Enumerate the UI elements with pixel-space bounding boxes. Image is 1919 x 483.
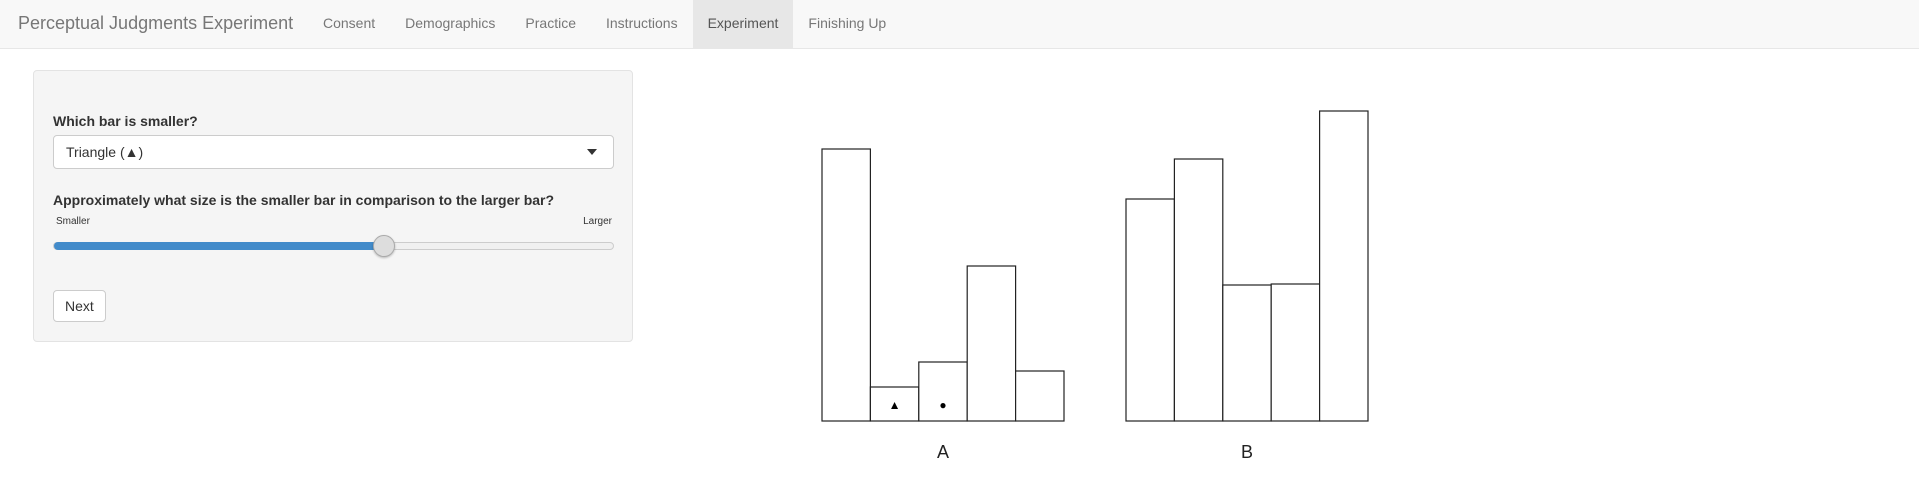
next-button[interactable]: Next <box>53 290 106 322</box>
question-panel: Which bar is smaller? Triangle (▲) Appro… <box>33 70 633 342</box>
bar-a-1 <box>821 148 872 422</box>
slider-max-label: Larger <box>583 216 612 227</box>
circle-marker-icon: ● <box>939 398 946 412</box>
bar-b-5 <box>1319 110 1369 422</box>
smaller-bar-select[interactable]: Triangle (▲) <box>53 135 614 169</box>
tab-practice[interactable]: Practice <box>525 15 576 31</box>
bar-b-1 <box>1125 198 1176 422</box>
size-ratio-slider[interactable] <box>53 235 614 257</box>
bar-a-3 <box>918 361 968 422</box>
tab-experiment[interactable]: Experiment <box>692 0 794 49</box>
bar-b-3 <box>1222 284 1272 422</box>
nav-tabs: Consent Demographics Practice Instructio… <box>308 0 901 49</box>
navbar: Perceptual Judgments Experiment Consent … <box>0 0 1919 49</box>
tab-finishing-up[interactable]: Finishing Up <box>808 15 887 31</box>
bar-b-4 <box>1270 283 1321 422</box>
bar-a-2 <box>869 386 920 422</box>
group-label-b: B <box>1241 442 1253 462</box>
navbar-brand[interactable]: Perceptual Judgments Experiment <box>18 13 294 33</box>
bar-b-2 <box>1173 158 1224 422</box>
tab-instructions[interactable]: Instructions <box>606 15 678 31</box>
smaller-bar-question: Which bar is smaller? <box>53 113 198 129</box>
caret-down-icon <box>587 149 597 155</box>
size-ratio-question: Approximately what size is the smaller b… <box>53 192 555 208</box>
bar-a-5 <box>1015 370 1065 422</box>
bar-chart-figure: ▲ ● A B <box>815 95 1395 478</box>
group-label-a: A <box>937 442 949 462</box>
triangle-marker-icon: ▲ <box>889 398 901 412</box>
slider-handle[interactable] <box>372 235 395 257</box>
select-value: Triangle (▲) <box>66 144 144 160</box>
slider-fill <box>54 242 384 250</box>
bar-chart: ▲ ● A B <box>821 110 1369 462</box>
tab-consent[interactable]: Consent <box>323 15 376 31</box>
tab-demographics[interactable]: Demographics <box>405 15 496 31</box>
bar-a-4 <box>966 265 1017 422</box>
slider-min-label: Smaller <box>56 216 90 227</box>
